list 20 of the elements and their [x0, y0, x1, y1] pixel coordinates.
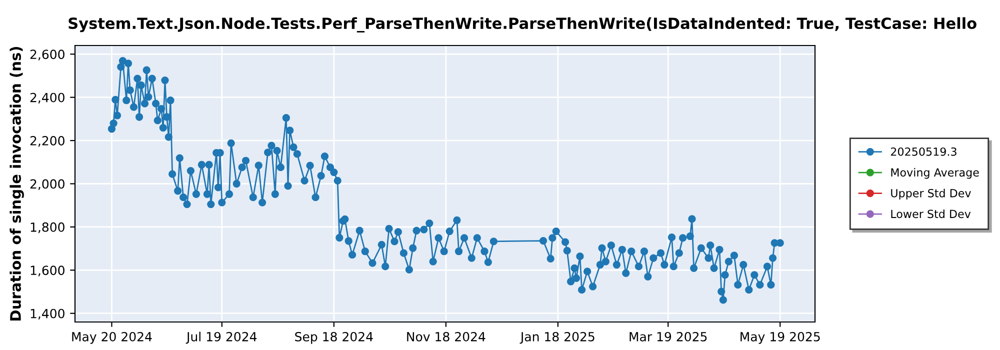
y-tick-label: 1,800: [30, 222, 64, 234]
y-axis-title: Duration of single invocation (ns): [10, 46, 24, 320]
y-tick-label: 1,400: [30, 308, 64, 320]
legend-label: Upper Std Dev: [891, 188, 971, 200]
y-tick-label: 2,400: [30, 92, 64, 104]
x-tick-label: Nov 18 2024: [407, 332, 486, 342]
x-tick-label: May 19 2025: [740, 332, 820, 344]
x-tick-label: Jan 18 2025: [520, 332, 594, 344]
x-tick-label: May 20 2024: [72, 332, 152, 344]
x-tick-label: Jul 19 2024: [186, 332, 257, 344]
y-tick-label: 2,200: [30, 136, 64, 147]
legend-label: Lower Std Dev: [891, 210, 971, 218]
y-tick-label: 2,000: [30, 179, 64, 190]
y-tick-label: 1,600: [30, 266, 64, 276]
y-tick-label: 2,600: [30, 50, 64, 60]
legend-label: Moving Average: [891, 168, 979, 179]
chart-title: System.Text.Json.Node.Tests.Perf_ParseThenWrite.ParseThenWrite(IsDataIndented: True, TestCase: Hello: [68, 17, 976, 32]
x-tick-label: Sep 18 2024: [295, 332, 373, 344]
x-tick-label: Mar 19 2025: [630, 332, 707, 342]
legend-label: 20250519.3: [890, 147, 956, 156]
